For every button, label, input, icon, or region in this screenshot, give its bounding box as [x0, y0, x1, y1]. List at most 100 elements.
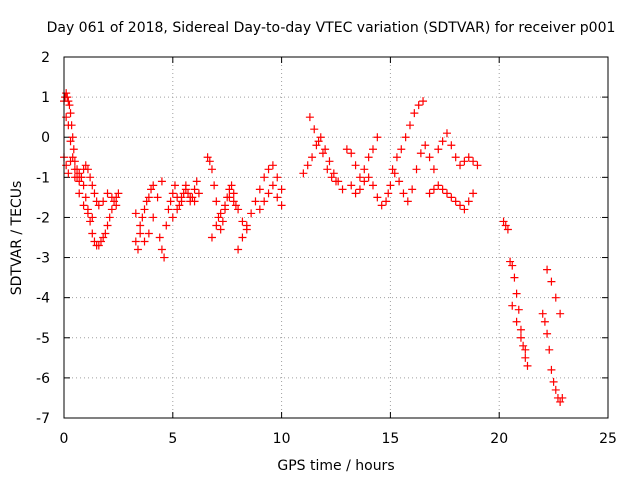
data-point [516, 325, 525, 334]
data-point [68, 153, 77, 162]
data-point [506, 257, 515, 266]
data-point [410, 109, 419, 118]
data-point [273, 193, 282, 202]
y-tick-label: -1 [36, 170, 50, 186]
plot-frame [63, 56, 609, 419]
data-point [447, 141, 456, 150]
data-point [321, 145, 330, 154]
data-point [425, 189, 434, 198]
data-point [312, 141, 321, 150]
data-point [75, 169, 84, 178]
data-point [397, 145, 406, 154]
data-point [177, 193, 186, 202]
data-point [99, 197, 108, 206]
data-point [66, 137, 75, 146]
data-point [308, 153, 317, 162]
data-point [234, 245, 243, 254]
data-point [65, 101, 74, 110]
data-point [94, 241, 103, 250]
data-point [268, 181, 277, 190]
x-tick-label: 0 [60, 431, 69, 447]
data-point [221, 201, 230, 210]
data-point [318, 149, 327, 158]
data-point [510, 273, 519, 282]
data-point [469, 189, 478, 198]
y-tick-label: 0 [41, 130, 50, 146]
data-point [451, 153, 460, 162]
data-point [86, 217, 95, 226]
data-point [153, 193, 162, 202]
data-point [421, 141, 430, 150]
data-point [332, 177, 340, 186]
data-point [360, 177, 369, 186]
data-point [255, 205, 264, 214]
data-point [103, 189, 112, 198]
data-point [160, 253, 169, 262]
data-point [549, 377, 558, 386]
data-point [105, 213, 114, 222]
data-point [212, 197, 221, 206]
data-point [225, 193, 234, 202]
data-point [212, 221, 221, 230]
data-point [66, 157, 75, 166]
data-point [90, 189, 99, 198]
data-point [66, 109, 75, 118]
data-point [403, 197, 412, 206]
data-point [155, 233, 164, 242]
x-axis-label: GPS time / hours [277, 458, 394, 474]
data-point [327, 173, 336, 182]
y-tick-label: -4 [36, 291, 50, 307]
data-point [351, 189, 360, 198]
data-point [473, 161, 482, 170]
data-point [136, 229, 145, 238]
data-point [149, 181, 158, 190]
data-point [88, 229, 97, 238]
data-point [260, 173, 269, 182]
data-point [338, 185, 347, 194]
data-point [434, 181, 443, 190]
data-point [170, 181, 179, 190]
data-point [277, 201, 286, 210]
data-point [516, 333, 525, 342]
data-point [140, 237, 149, 246]
data-point [305, 113, 314, 122]
data-point [216, 209, 225, 218]
data-point [83, 209, 92, 218]
data-point [63, 93, 72, 102]
data-point [110, 197, 119, 206]
data-point [547, 277, 556, 286]
data-point [512, 289, 521, 298]
data-point [442, 189, 451, 198]
data-point [62, 161, 71, 170]
data-point [175, 201, 184, 210]
data-point [70, 165, 79, 174]
data-point [451, 197, 460, 206]
data-point [545, 345, 554, 354]
data-point [83, 165, 92, 174]
data-point [247, 209, 256, 218]
data-point [207, 165, 216, 174]
data-point [64, 169, 73, 178]
data-point [310, 125, 319, 134]
data-point [464, 153, 473, 162]
data-point [238, 217, 247, 226]
data-point [229, 189, 238, 198]
data-point [166, 197, 175, 206]
data-point [547, 365, 556, 374]
data-point [264, 165, 273, 174]
data-point [438, 137, 447, 146]
data-point [207, 233, 216, 242]
data-point [373, 133, 382, 142]
data-point [138, 213, 147, 222]
data-point [203, 153, 212, 162]
data-point [75, 189, 84, 198]
data-point [514, 305, 523, 314]
data-point [419, 97, 428, 106]
data-point [142, 197, 151, 206]
data-point [503, 225, 512, 234]
data-point [373, 193, 382, 202]
data-point [190, 185, 199, 194]
data-point [131, 209, 140, 218]
data-point [190, 197, 199, 206]
